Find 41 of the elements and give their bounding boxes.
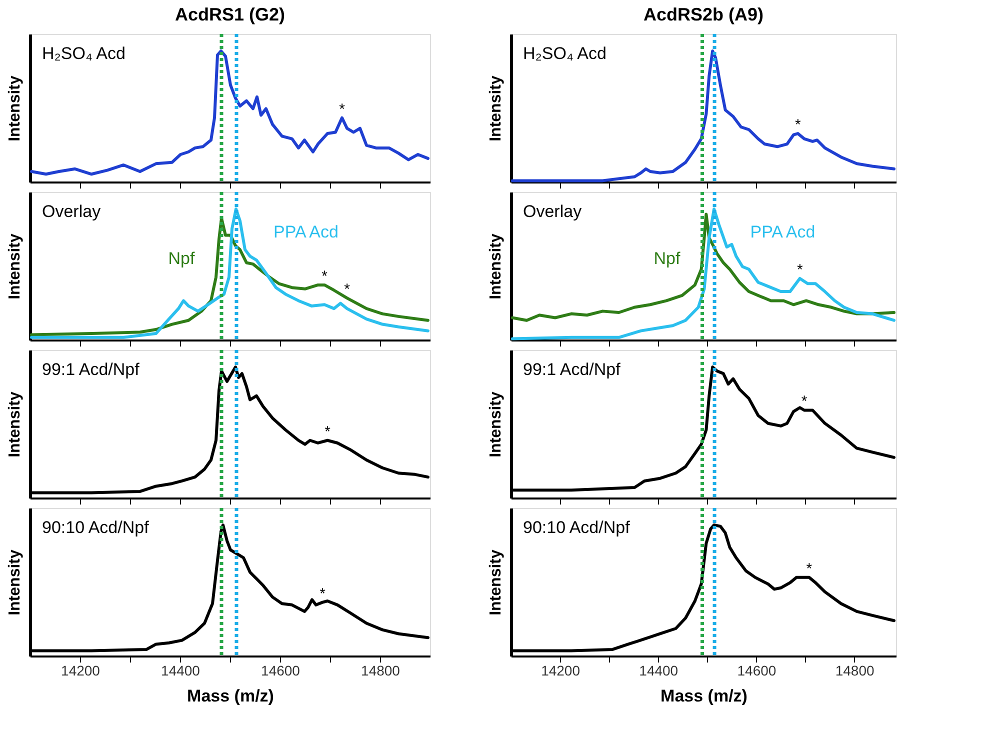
annotation: 99:1 Acd/Npf (42, 360, 140, 379)
y-axis-title: Intensity (6, 392, 24, 458)
annotation: 99:1 Acd/Npf (523, 360, 621, 379)
x-tick-label: 14200 (541, 662, 580, 678)
annotation: 90:10 Acd/Npf (42, 518, 150, 537)
annotation: * (320, 585, 326, 602)
chart-title: AcdRS2b (A9) (643, 4, 764, 24)
annotation: Overlay (42, 202, 102, 221)
x-tick-label: 14800 (361, 662, 400, 678)
x-tick-label: 14200 (61, 662, 100, 678)
annotation: * (344, 281, 350, 298)
series-label: Npf (654, 248, 680, 268)
x-tick-label: 14600 (737, 662, 776, 678)
annotation: * (801, 393, 808, 410)
y-axis-title: Intensity (488, 392, 504, 458)
y-axis-title: Intensity (6, 76, 24, 142)
x-tick-label: 14800 (835, 662, 874, 678)
x-tick-label: 14600 (261, 662, 300, 678)
x-tick-label: 14400 (161, 662, 200, 678)
y-axis-title: Intensity (488, 234, 504, 300)
x-axis-title: Mass (m/z) (187, 686, 274, 706)
series-label: PPA Acd (750, 222, 816, 242)
x-axis-title: Mass (m/z) (660, 686, 748, 706)
annotation: * (324, 423, 331, 440)
series-label: Npf (168, 248, 195, 268)
annotation: H₂SO₄ Acd (42, 44, 126, 63)
annotation: * (806, 560, 812, 578)
y-axis-title: Intensity (488, 550, 504, 616)
annotation: Overlay (523, 202, 582, 221)
annotation: * (796, 261, 803, 278)
series-label: PPA Acd (274, 222, 338, 242)
annotation: * (322, 268, 328, 285)
x-tick-label: 14400 (639, 662, 678, 678)
y-axis-title: Intensity (488, 76, 504, 142)
y-axis-title: Intensity (6, 234, 24, 300)
annotation: H₂SO₄ Acd (523, 44, 606, 63)
chart-title: AcdRS1 (G2) (174, 4, 286, 24)
annotation: * (339, 100, 346, 118)
y-axis-title: Intensity (6, 550, 24, 616)
annotation: * (794, 116, 801, 134)
annotation: 90:10 Acd/Npf (523, 518, 630, 537)
